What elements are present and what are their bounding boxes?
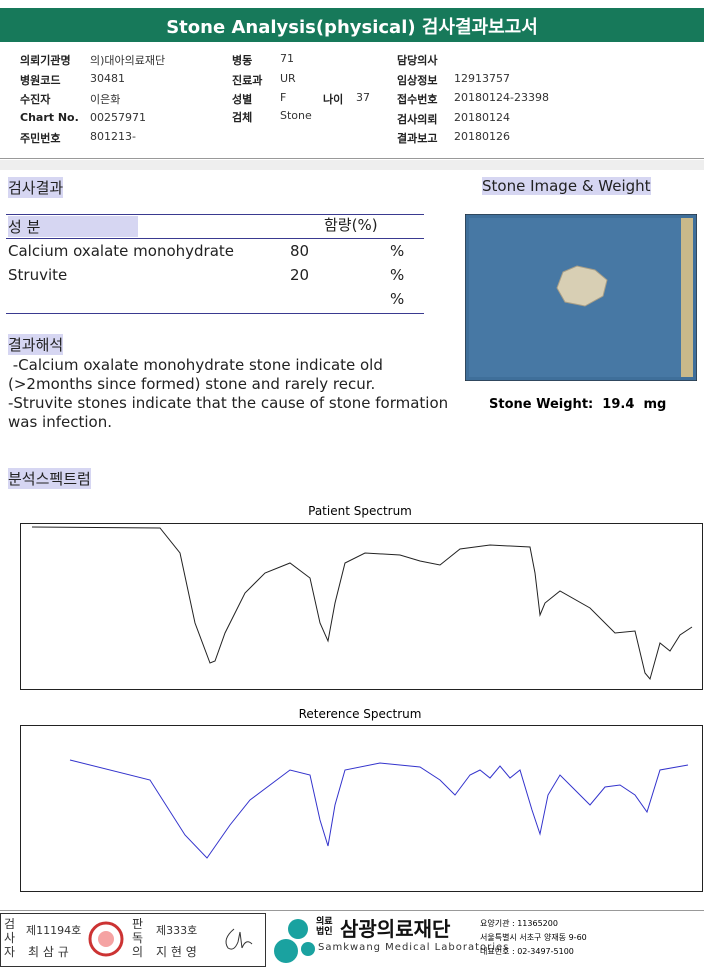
license: 제333호 bbox=[156, 924, 198, 937]
field-value: 의)대아의료재단 bbox=[90, 54, 166, 67]
field-label: 병원코드 bbox=[20, 73, 61, 87]
org-en: Samkwang Medical Laboratories bbox=[318, 942, 510, 953]
field-label: 성별 bbox=[232, 93, 253, 106]
reference-spectrum bbox=[20, 725, 703, 892]
weight: Stone Weight: 19.4 mg bbox=[489, 397, 666, 412]
field-label: 검체 bbox=[232, 110, 253, 124]
field-value: 20180124 bbox=[454, 110, 510, 124]
col-header: 성 분 bbox=[8, 216, 138, 237]
band bbox=[0, 160, 704, 170]
org-phone: 대표번호 : 02-3497-5100 bbox=[480, 947, 574, 956]
org-address: 서울특별시 서초구 양재동 9-60 bbox=[480, 933, 587, 942]
field-label: 검사의뢰 bbox=[397, 112, 438, 126]
rule bbox=[6, 313, 424, 314]
text-line: -Struvite stones indicate that the cause… bbox=[8, 394, 449, 412]
rule bbox=[6, 238, 424, 239]
field-label: 접수번호 bbox=[397, 93, 438, 106]
field-value: 37 bbox=[356, 91, 370, 104]
section-title: 분석스펙트럼 bbox=[8, 468, 91, 489]
field-value: Stone bbox=[280, 108, 312, 122]
logo bbox=[274, 919, 315, 963]
field-value: 20180126 bbox=[454, 130, 510, 143]
rule bbox=[6, 214, 424, 215]
section-title: Stone Image & Weight bbox=[482, 177, 651, 195]
field-value: 801213- bbox=[90, 130, 136, 143]
name: 지 현 영 bbox=[156, 945, 197, 959]
field-value: 00257971 bbox=[90, 110, 146, 124]
field-label: 병동 bbox=[232, 54, 253, 67]
org-name: 삼광의료재단 bbox=[340, 917, 451, 941]
field-label: 진료과 bbox=[232, 73, 263, 87]
cell: % bbox=[390, 242, 405, 260]
weight-label: Stone Weight: bbox=[489, 397, 594, 412]
org-code: 요양기관 : 11365200 bbox=[480, 919, 558, 928]
license: 제11194호 bbox=[26, 924, 82, 937]
weight-value: 19.4 bbox=[602, 397, 635, 412]
cell: % bbox=[390, 266, 405, 284]
chart-title: Patient Spectrum bbox=[308, 504, 412, 518]
seal bbox=[88, 921, 124, 957]
cell: % bbox=[390, 290, 405, 308]
field-label: 임상정보 bbox=[397, 73, 438, 87]
field-value: 20180124-23398 bbox=[454, 91, 549, 104]
field-label: 결과보고 bbox=[397, 132, 438, 145]
field-value: 이은화 bbox=[90, 93, 121, 106]
cell: Calcium oxalate monohydrate bbox=[8, 242, 235, 260]
section-title: 검사결과 bbox=[8, 177, 64, 198]
text-line: (>2months since formed) stone and rarely… bbox=[8, 375, 376, 393]
field-value: 71 bbox=[280, 52, 294, 65]
stone-image bbox=[465, 214, 697, 381]
cell: 20 bbox=[290, 266, 310, 284]
patient-spectrum bbox=[20, 523, 703, 690]
signature bbox=[225, 928, 253, 950]
org-type: 의료법인 bbox=[316, 917, 333, 937]
field-value: F bbox=[280, 91, 287, 104]
role: 검사자 bbox=[4, 917, 16, 959]
field-label: 나이 bbox=[323, 93, 344, 106]
text-line: was infection. bbox=[8, 413, 112, 431]
field-value: 30481 bbox=[90, 71, 125, 85]
field-value: UR bbox=[280, 71, 296, 85]
chart-title: Reterence Spectrum bbox=[298, 707, 422, 721]
divider bbox=[0, 158, 704, 159]
field-label: 의뢰기관명 bbox=[20, 54, 71, 67]
role: 판독의 bbox=[132, 917, 144, 959]
field-label: 주민번호 bbox=[20, 132, 61, 145]
col-header: 함량(%) bbox=[324, 216, 378, 234]
cell: 80 bbox=[290, 242, 310, 260]
cell: Struvite bbox=[8, 266, 68, 284]
footer-rule bbox=[0, 910, 704, 911]
field-label: 담당의사 bbox=[397, 54, 438, 67]
field-label: 수진자 bbox=[20, 93, 51, 106]
field-value: 12913757 bbox=[454, 71, 510, 85]
text-line: -Calcium oxalate monohydrate stone indic… bbox=[8, 356, 383, 374]
field-label: Chart No. bbox=[20, 110, 79, 124]
section-title: 결과해석 bbox=[8, 334, 64, 355]
title-bar bbox=[0, 8, 704, 42]
name: 최 삼 규 bbox=[28, 945, 69, 959]
weight-unit: mg bbox=[643, 397, 667, 412]
title: Stone Analysis(physical) 검사결과보고서 bbox=[166, 17, 538, 38]
signature-box bbox=[0, 913, 266, 967]
